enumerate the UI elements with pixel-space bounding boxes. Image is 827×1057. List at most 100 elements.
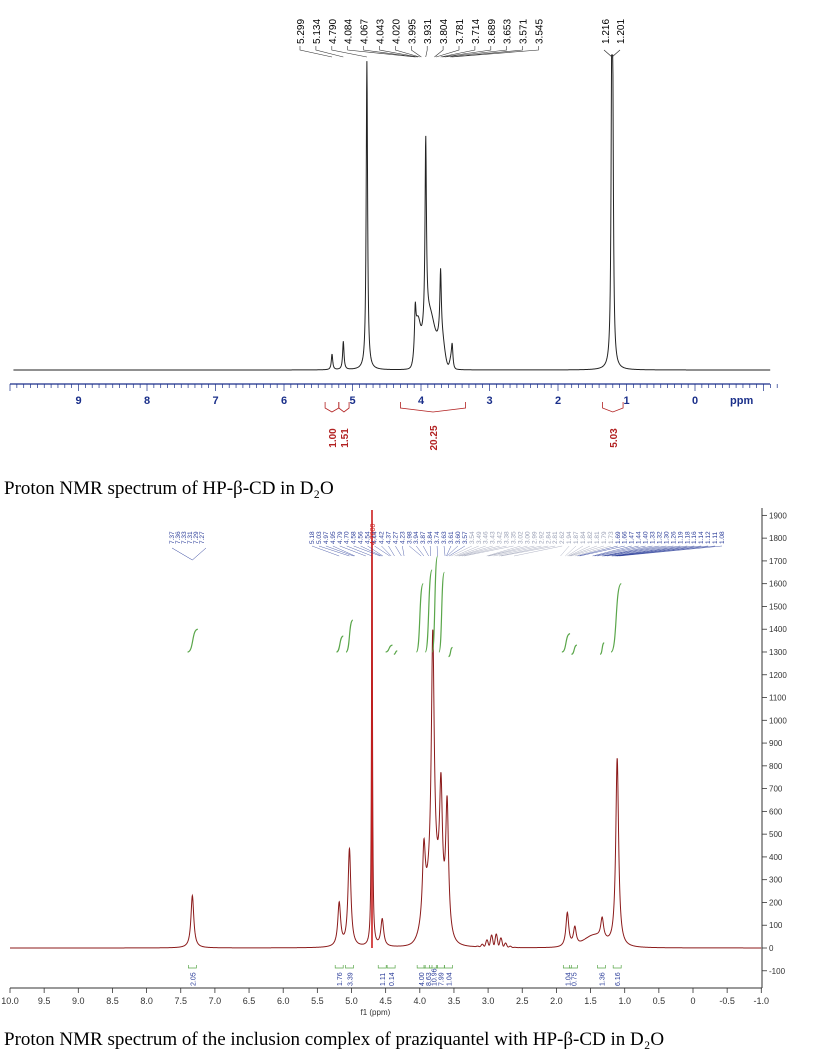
- bottom-peak-label: 1.33: [650, 531, 657, 544]
- bottom-y-tick-label: 1000: [769, 716, 787, 725]
- bottom-peak-label: 3.02: [517, 531, 524, 544]
- bottom-peak-label: 1.30: [663, 531, 670, 544]
- bottom-peak-label: 3.35: [511, 531, 518, 544]
- bottom-peak-label: 3.94: [413, 531, 420, 544]
- bottom-peak-leader: [381, 545, 392, 557]
- bottom-peak-label: 1.81: [594, 531, 601, 544]
- bottom-peak-label: 1.47: [629, 531, 636, 544]
- bottom-peak-leader: [574, 545, 611, 557]
- bottom-y-tick-label: 0: [769, 944, 774, 953]
- bottom-peak-leader: [568, 545, 591, 557]
- bottom-y-tick-label: 200: [769, 898, 783, 907]
- bottom-x-tick-label: 1.5: [584, 996, 597, 1006]
- bottom-peak-leader: [325, 545, 354, 557]
- top-integral-bracket: [602, 402, 624, 413]
- bottom-peak-leader: [353, 545, 381, 557]
- bottom-integral-value: 3.39: [347, 972, 354, 986]
- top-peak-leader: [331, 46, 367, 58]
- top-peak-leader: [347, 46, 416, 58]
- bottom-peak-label: 7.36: [175, 531, 182, 544]
- bottom-peak-leader: [602, 545, 653, 557]
- top-x-tick-label: 7: [212, 395, 218, 407]
- bottom-peak-label: 7.29: [193, 531, 200, 544]
- bottom-peak-label: 3.84: [427, 531, 434, 544]
- bottom-integral-value: 1.36: [599, 972, 606, 986]
- bottom-peak-label: 3.98: [406, 531, 413, 544]
- bottom-peak-leader: [446, 545, 452, 557]
- bottom-y-tick-label: 1600: [769, 580, 787, 589]
- top-peak-leader: [444, 46, 507, 58]
- top-peak-label: 3.931: [423, 19, 434, 44]
- bottom-peak-label: 4.97: [323, 531, 330, 544]
- bottom-peak-leader: [613, 545, 695, 557]
- caption-bottom: Proton NMR spectrum of the inclusion com…: [4, 1029, 664, 1050]
- bottom-peak-label: 1.84: [580, 531, 587, 544]
- bottom-y-tick-label: 1400: [769, 625, 787, 634]
- bottom-integral-value: 1.11: [380, 973, 387, 986]
- bottom-peak-label: 1.69: [615, 531, 622, 544]
- bottom-integral-bracket: [386, 965, 396, 969]
- top-peak-leader: [450, 46, 523, 58]
- bottom-peak-label: 1.73: [608, 531, 615, 544]
- bottom-peak-leader: [416, 545, 425, 557]
- bottom-integral-curve: [561, 633, 571, 653]
- bottom-integral-curve: [448, 646, 453, 658]
- bottom-peak-label: 3.00: [524, 531, 531, 544]
- bottom-peak-label: 3.38: [504, 531, 511, 544]
- bottom-integral-curve: [415, 583, 424, 653]
- bottom-peak-label: 3.63: [441, 531, 448, 544]
- bottom-integral-curve: [438, 571, 445, 653]
- bottom-integral-bracket: [345, 965, 354, 969]
- bottom-peak-leader: [617, 545, 716, 557]
- bottom-integral-value: 1.04: [446, 972, 453, 986]
- bottom-peak-label: 1.11: [712, 531, 719, 544]
- bottom-peak-label: 4.79: [337, 531, 344, 544]
- bottom-x-tick-label: 3.5: [448, 996, 461, 1006]
- bottom-integral-bracket: [597, 965, 606, 969]
- bottom-peak-label: 4.54: [365, 531, 372, 544]
- top-integral-value: 1.51: [340, 428, 351, 448]
- bottom-peak-leader: [423, 545, 429, 557]
- bottom-peak-label: 1.18: [684, 531, 691, 544]
- bottom-peak-leader: [501, 545, 556, 557]
- bottom-peak-label: 1.08: [719, 531, 726, 544]
- top-peak-label: 4.020: [391, 19, 402, 44]
- bottom-peak-leader: [402, 545, 405, 557]
- bottom-peak-leader: [395, 545, 402, 557]
- bottom-peak-label: 4.70: [344, 531, 351, 544]
- bottom-peak-leader: [409, 545, 422, 557]
- top-peak-label: 4.043: [376, 19, 387, 44]
- bottom-peak-leader: [569, 545, 597, 557]
- top-peak-leader: [315, 46, 344, 58]
- bottom-integral-curve: [610, 583, 622, 653]
- bottom-peak-label: 1.40: [643, 531, 650, 544]
- top-peak-leader: [442, 46, 492, 58]
- bottom-integral-bracket: [334, 965, 344, 969]
- top-integral-bracket: [324, 402, 340, 413]
- top-peak-leader: [395, 46, 420, 58]
- bottom-peak-label: 1.12: [705, 531, 712, 544]
- bottom-peak-label: 7.37: [169, 531, 176, 544]
- bottom-integral-value: 0.75: [571, 972, 578, 986]
- bottom-peak-label: 7.31: [187, 531, 194, 544]
- top-peak-label: 3.689: [487, 19, 498, 44]
- bottom-integral-bracket: [188, 965, 197, 969]
- bottom-peak-label: 3.61: [448, 531, 455, 544]
- bottom-x-tick-label: 3.0: [482, 996, 495, 1006]
- bottom-x-tick-label: 1.0: [618, 996, 631, 1006]
- bottom-integral-curve: [424, 569, 433, 653]
- top-peak-label: 1.216: [601, 19, 612, 44]
- top-nmr-spectrum: 9 8 7 6 5 4 3 2 1 0 ppm 5.299 5.134 4.790 4.084 4.067 4.…: [9, 19, 778, 451]
- bottom-peak-leader: [456, 545, 486, 557]
- top-peak-leader: [603, 49, 621, 58]
- top-x-tick-label: 3: [486, 395, 492, 407]
- bottom-integral-curve: [599, 642, 605, 655]
- bottom-peak-leader: [577, 545, 618, 557]
- bottom-peak-leader: [606, 545, 674, 557]
- bottom-peak-label: 4.37: [385, 531, 392, 544]
- top-x-tick-label: 0: [692, 395, 698, 407]
- bottom-peak-leader: [597, 545, 646, 557]
- bottom-peak-leader: [488, 545, 535, 557]
- bottom-peak-leader: [451, 545, 472, 557]
